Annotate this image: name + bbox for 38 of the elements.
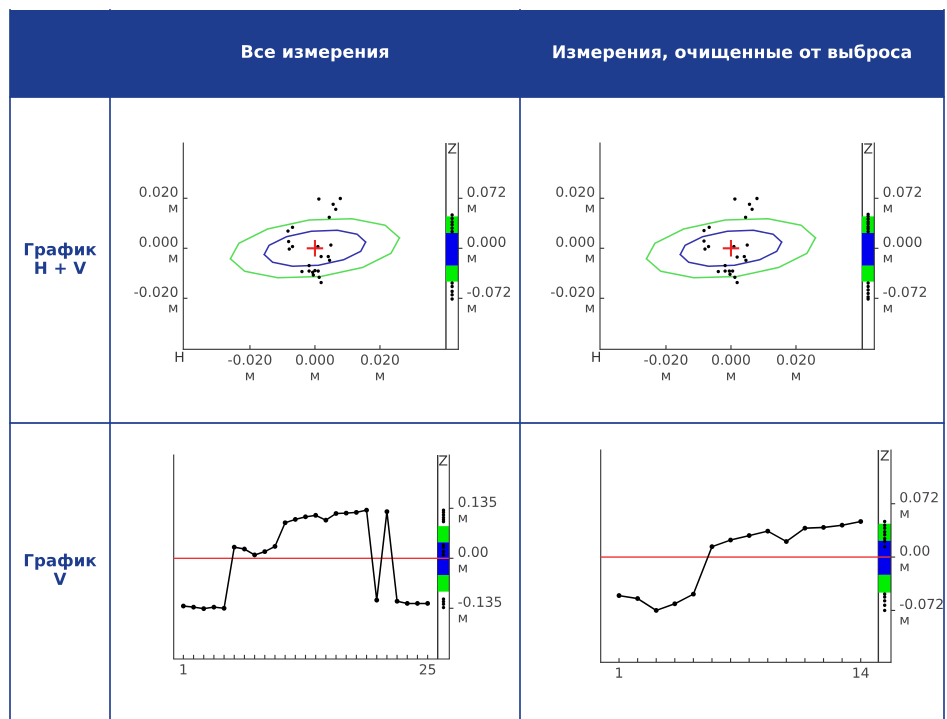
y2-tick-label: -0.072 м [900,598,943,625]
y2-tick-label: 0.000 м [884,236,922,262]
y2-tick-label: -0.135 м [458,596,502,622]
y-tick-label: 0.020 м [140,186,178,212]
y2-axis-title: Z [439,455,448,466]
y2-tick-label: 0.072 м [468,186,506,212]
y2-tick-label: 0.072 м [884,186,922,212]
x-tick-label: 1 [180,664,187,674]
x-tick-label: -0.020 м [644,354,688,380]
y-tick-label: -0.020 м [551,286,594,312]
y2-axis-title: Z [880,450,889,461]
x-tick-label: 0.020 м [777,354,815,380]
y-tick-label: 0.020 м [556,186,594,212]
x-tick-label: 1 [616,668,622,678]
y2-tick-label: -0.072 м [467,286,510,312]
y2-tick-label: 0.00 м [458,546,488,572]
y2-axis-title: Z [864,143,872,154]
text: График H + V [24,242,96,274]
x-tick-label: 0.000 м [296,354,334,380]
x-tick-label: 14 [853,668,869,678]
y2-tick-label: -0.072 м [883,286,926,312]
x-tick-label: 0.000 м [712,354,750,380]
text: График V [24,554,96,585]
chart-title: Все измерения [242,45,388,62]
chart-title: Измерения, очищенные от выброса [553,44,911,62]
x-axis-title: H [176,352,184,362]
y2-tick-label: 0.00 м [900,545,930,572]
y-tick-label: -0.020 м [134,286,178,312]
y-tick-label: 0.000 м [140,236,178,262]
x-tick-label: 0.020 м [360,354,399,380]
x-axis-title: H [592,352,600,362]
x-tick-label: 25 [420,664,436,675]
y2-tick-label: 0.000 м [468,236,506,262]
x-tick-label: -0.020 м [228,354,272,380]
y2-axis-title: Z [448,143,456,154]
y2-tick-label: 0.072 м [900,492,938,518]
y-tick-label: 0.000 м [556,236,594,262]
y2-tick-label: 0.135 м [458,496,496,522]
